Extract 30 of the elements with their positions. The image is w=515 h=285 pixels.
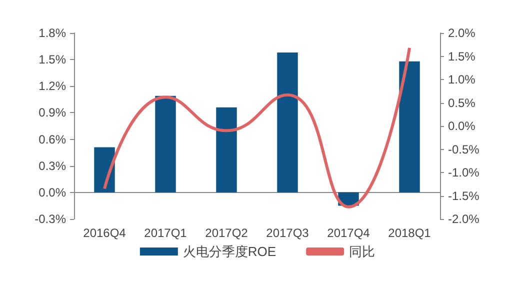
y2-tick-label: -0.5%	[448, 142, 480, 156]
y2-tick-label: 0.0%	[448, 119, 476, 133]
y2-tick-label: 0.5%	[448, 96, 476, 110]
y2-tick-label: 2.0%	[448, 26, 476, 40]
bar	[399, 61, 420, 192]
x-tick-label: 2017Q4	[327, 226, 370, 240]
legend-label: 同比	[349, 244, 376, 259]
y-tick-label: 1.2%	[38, 79, 66, 94]
y-tick-label: 0.6%	[38, 132, 66, 146]
line-series	[103, 46, 411, 208]
legend-label: 火电分季度ROE	[182, 244, 276, 259]
y2-tick-label: 1.0%	[448, 72, 476, 86]
y2-tick-label: -1.5%	[448, 188, 480, 203]
bar	[216, 107, 237, 192]
y2-tick-label: -2.0%	[448, 212, 480, 226]
y-tick-label: 0.3%	[38, 158, 66, 173]
x-tick-label: 2016Q4	[83, 226, 126, 240]
y-tick-label: 1.5%	[38, 52, 66, 67]
y-tick-label: 0.9%	[38, 106, 66, 120]
x-tick-label: 2018Q1	[388, 226, 432, 240]
y-tick-label: 1.8%	[38, 26, 66, 40]
bar	[277, 52, 298, 192]
y-tick-label: 0.0%	[38, 185, 66, 200]
y2-tick-label: -1.0%	[448, 166, 480, 180]
x-tick-label: 2017Q3	[266, 226, 310, 240]
x-tick-label: 2017Q1	[144, 226, 188, 240]
bar	[155, 96, 176, 192]
y-tick-label: -0.3%	[34, 212, 66, 226]
y2-tick-label: 1.5%	[448, 49, 476, 64]
x-tick-label: 2017Q2	[205, 226, 248, 240]
